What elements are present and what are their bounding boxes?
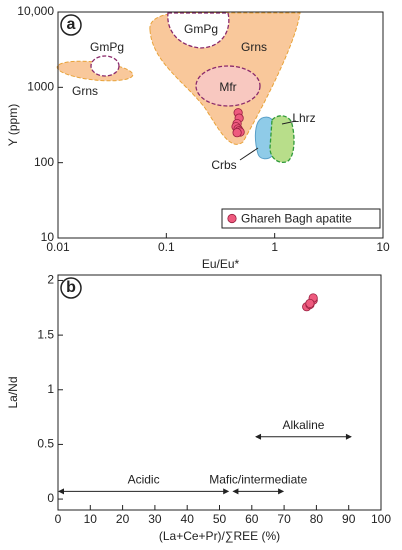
y-tick-label: 10 — [41, 230, 55, 244]
x-tick-label: 40 — [181, 512, 195, 526]
field-lhrz — [269, 115, 295, 164]
x-tick-label: 0 — [55, 512, 62, 526]
field-mfr — [195, 65, 261, 107]
data-point — [232, 128, 242, 138]
legend-label: Ghareh Bagh apatite — [241, 212, 352, 226]
fields — [56, 12, 301, 164]
leader-line — [239, 147, 259, 161]
panel-badge — [60, 14, 82, 36]
x-tick-label: 60 — [245, 512, 259, 526]
range-label: Alkaline — [282, 418, 324, 432]
arrow-head — [232, 488, 285, 495]
x-tick-label: 0.1 — [158, 240, 175, 254]
field-label: GmPg — [90, 40, 124, 54]
field-gmpg-small — [90, 55, 120, 77]
x-tick-label: 20 — [116, 512, 130, 526]
x-tick-label: 1 — [271, 240, 278, 254]
x-axis-label: Eu/Eu* — [202, 257, 240, 271]
leader-line — [281, 120, 297, 125]
field-label: Grns — [72, 84, 98, 98]
field-label: Grns — [241, 40, 267, 54]
panel-badge — [60, 277, 82, 299]
x-tick-label: 10 — [84, 512, 98, 526]
y-axis-label: La/Nd — [6, 376, 20, 408]
x-tick-label: 10 — [376, 240, 390, 254]
x-tick-label: 90 — [342, 512, 356, 526]
y-tick-label: 1000 — [27, 80, 54, 94]
field-label: Lhrz — [292, 111, 315, 125]
legend-marker — [227, 213, 237, 224]
data-point — [305, 298, 315, 309]
range-label: Mafic/intermediate — [209, 473, 307, 487]
x-tick-label: 50 — [213, 512, 227, 526]
panel-label: a — [67, 16, 76, 33]
y-axis-label: Y (ppm) — [6, 104, 20, 146]
y-tick-label: 10,000 — [17, 4, 54, 18]
x-tick-label: 70 — [277, 512, 291, 526]
y-tick-label: 0 — [47, 491, 54, 505]
y-tick-label: 1.5 — [37, 327, 54, 341]
range-label: Acidic — [128, 473, 160, 487]
x-tick-label: 30 — [148, 512, 162, 526]
y-tick-label: 0.5 — [37, 437, 54, 451]
field-label: Crbs — [211, 158, 236, 172]
x-tick-label: 0.01 — [46, 240, 70, 254]
field-gmpg — [167, 12, 230, 49]
y-tick-label: 100 — [34, 155, 54, 169]
y-tick-label: 2 — [47, 273, 54, 287]
field-label: Mfr — [219, 80, 236, 94]
x-tick-label: 80 — [310, 512, 324, 526]
x-axis-label: (La+Ce+Pr)/∑REE (%) — [159, 529, 280, 543]
x-tick-label: 100 — [371, 512, 391, 526]
field-label: GmPg — [184, 22, 218, 36]
field-crbs — [254, 116, 274, 160]
y-tick-label: 1 — [47, 382, 54, 396]
panel-label: b — [66, 279, 76, 296]
legend-box — [221, 208, 381, 229]
plot-frame — [57, 11, 384, 239]
